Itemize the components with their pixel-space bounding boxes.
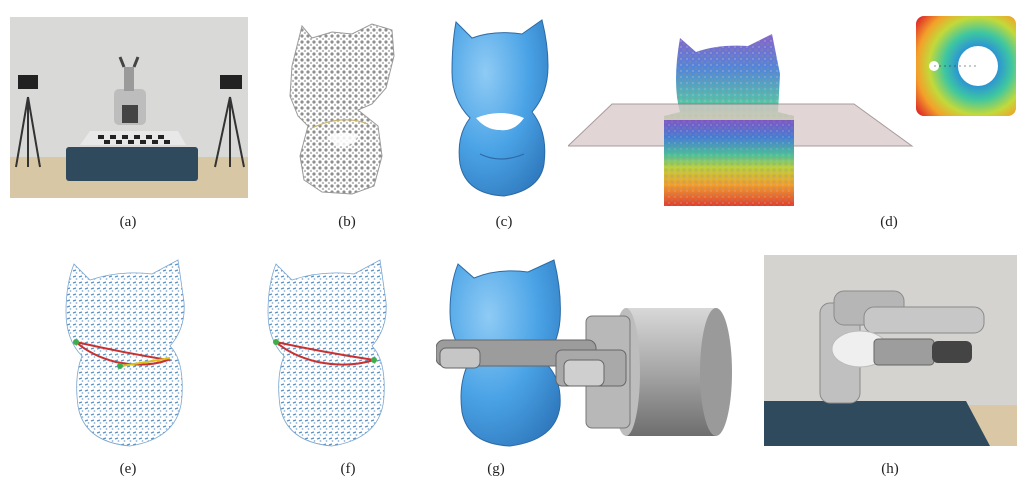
panel-c-image xyxy=(444,14,562,200)
panel-d-label: (d) xyxy=(880,214,898,230)
panel-a-image xyxy=(10,17,248,198)
panel-g-label: (g) xyxy=(487,461,505,477)
panel-h-image xyxy=(764,255,1017,446)
panel-e-label: (e) xyxy=(119,461,137,477)
panel-f-label: (f) xyxy=(340,461,356,477)
panel-g-image xyxy=(436,256,736,452)
panel-d-image xyxy=(568,24,914,208)
panel-c-label: (c) xyxy=(495,214,513,230)
panel-b-label: (b) xyxy=(338,214,356,230)
panel-a-label: (a) xyxy=(119,214,137,230)
panel-h-label: (h) xyxy=(881,461,899,477)
panel-e-image xyxy=(60,256,200,452)
panel-b-image xyxy=(282,16,406,198)
panel-d-inset-map xyxy=(914,14,1018,118)
panel-f-image xyxy=(262,256,402,452)
